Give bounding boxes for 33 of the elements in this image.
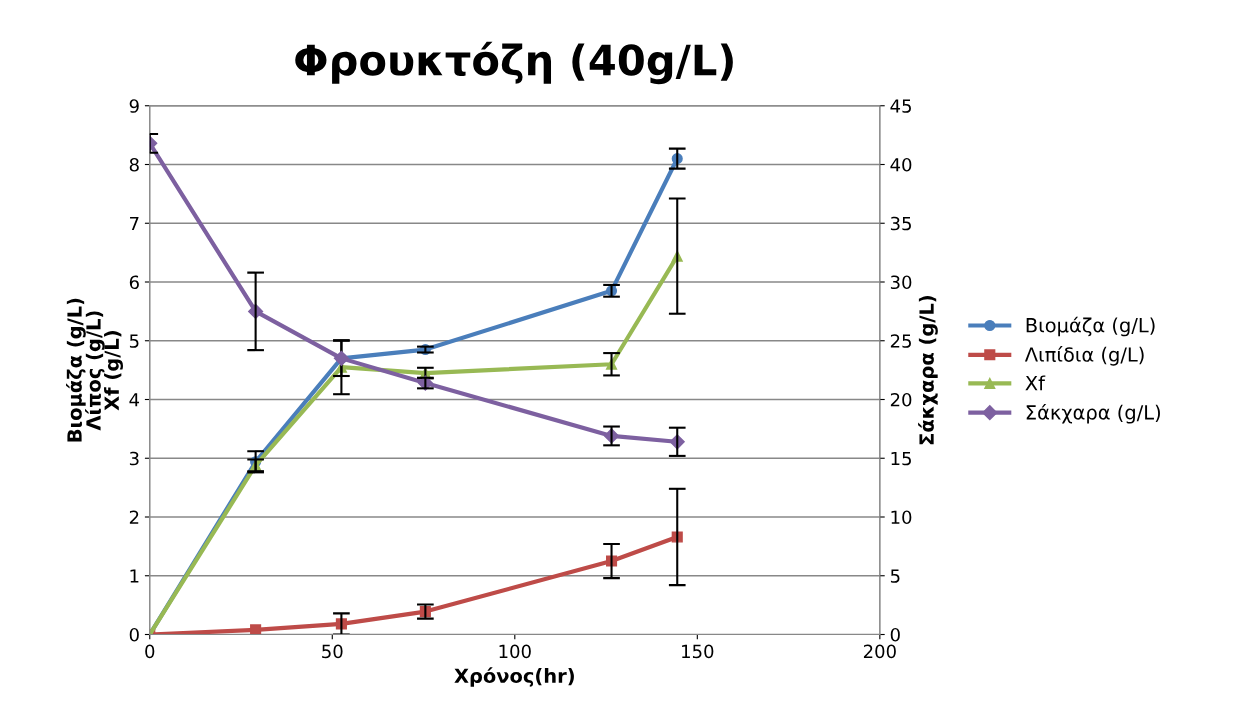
y2-tick-label: 30 bbox=[890, 275, 912, 290]
y2-tick-label: 10 bbox=[891, 510, 912, 525]
y2-tick-label: 5 bbox=[890, 569, 900, 583]
y2-tick-label: 15 bbox=[891, 451, 911, 466]
legend-label: Βιομάζα (g/L) bbox=[1026, 316, 1155, 337]
y2-tick-label: 45 bbox=[890, 99, 911, 113]
x-tick-label: 100 bbox=[499, 644, 531, 659]
x-axis-title: Χρόνος(hr) bbox=[454, 667, 574, 687]
y2-tick-label: 40 bbox=[890, 157, 912, 172]
y-axis-title: Βιομάζα (g/L) Λίπος (g/L) Xf (g/L) bbox=[66, 298, 123, 442]
y-tick-label: 7 bbox=[130, 216, 139, 231]
y-tick-label: 2 bbox=[129, 510, 139, 524]
y-tick-label: 5 bbox=[129, 334, 139, 348]
y-tick-label: 0 bbox=[129, 627, 139, 642]
legend-label: Σάκχαρα (g/L) bbox=[1026, 403, 1160, 424]
y-tick-label: 3 bbox=[129, 451, 139, 466]
y2-tick-label: 20 bbox=[890, 392, 912, 407]
y-tick-label: 1 bbox=[130, 569, 139, 583]
x-tick-label: 200 bbox=[863, 644, 896, 659]
y2-axis-title: Σάκχαρα (g/L) bbox=[918, 296, 938, 445]
y2-tick-label: 25 bbox=[890, 334, 911, 348]
x-tick-label: 0 bbox=[145, 644, 155, 659]
y-tick-label: 6 bbox=[129, 275, 139, 290]
chart-title: Φρουκτόζη (40g/L) bbox=[295, 41, 733, 85]
y-tick-label: 8 bbox=[129, 157, 139, 172]
legend-label: Xf bbox=[1025, 375, 1046, 391]
y2-tick-label: 0 bbox=[890, 627, 900, 642]
y-tick-label: 4 bbox=[129, 393, 140, 407]
x-tick-label: 150 bbox=[682, 644, 714, 659]
y2-tick-label: 35 bbox=[890, 216, 911, 231]
y-tick-label: 9 bbox=[129, 99, 139, 113]
x-tick-label: 50 bbox=[322, 644, 343, 659]
legend-label: Λιπίδια (g/L) bbox=[1024, 346, 1144, 366]
